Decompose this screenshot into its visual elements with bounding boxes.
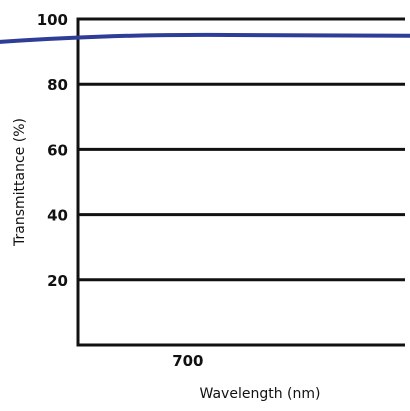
series-layer — [0, 32, 410, 44]
x-tick-label: 700 — [172, 352, 203, 370]
series-line-0 — [0, 32, 410, 44]
axes — [76, 17, 405, 347]
y-tick-label: 60 — [47, 141, 68, 159]
x-axis-label: Wavelength (nm) — [200, 386, 321, 402]
x-tick-labels: 3004005007001000 — [172, 352, 203, 370]
y-tick-label: 100 — [37, 11, 68, 29]
y-tick-label: 40 — [47, 207, 68, 225]
y-tick-label: 80 — [47, 76, 68, 94]
y-tick-labels: 20 40 60 80 100 — [37, 11, 68, 290]
y-tick-label: 20 — [47, 272, 68, 290]
y-axis-label: Transmittance (%) — [12, 118, 28, 247]
grid-lines — [78, 17, 405, 282]
